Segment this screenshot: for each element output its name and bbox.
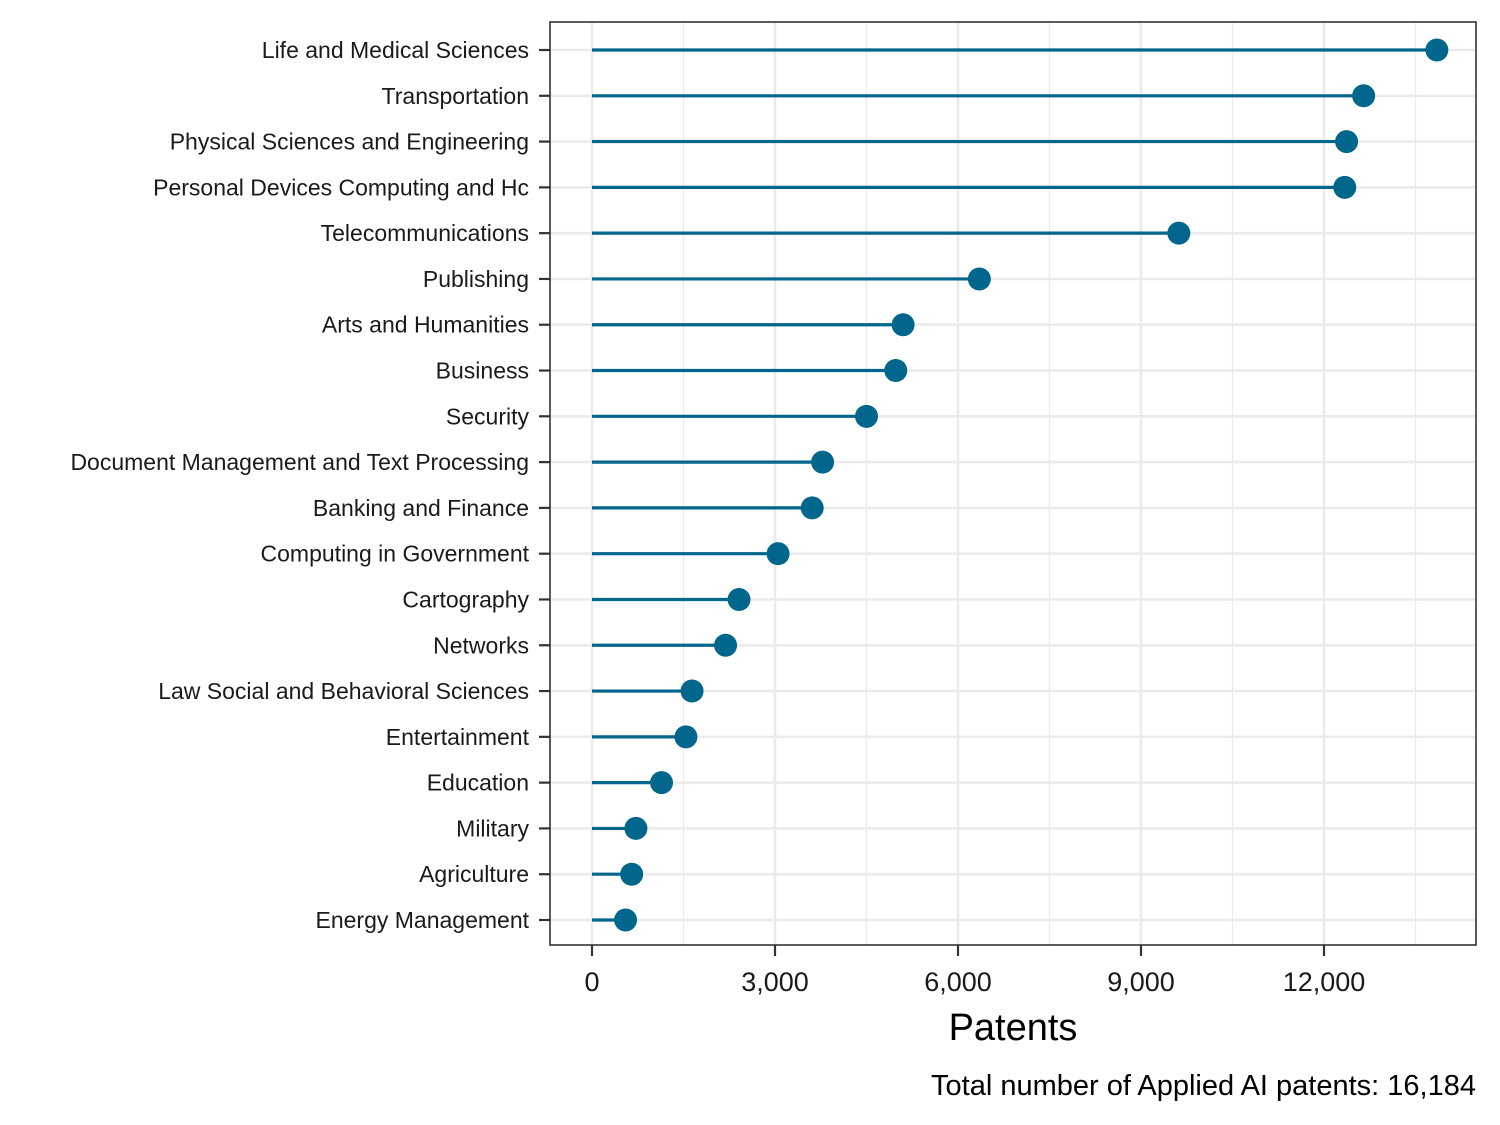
minor-gridlines <box>682 22 1417 945</box>
x-tick-label: 9,000 <box>1107 967 1175 997</box>
x-tick-label: 0 <box>584 967 599 997</box>
y-tick-label: Networks <box>433 632 529 658</box>
lollipop-stems <box>592 48 1437 922</box>
lollipop-dot <box>891 313 915 337</box>
y-tick-label: Education <box>427 770 529 796</box>
lollipop-dot <box>967 267 991 291</box>
y-tick-label: Military <box>456 815 529 841</box>
x-tick-label: 6,000 <box>924 967 992 997</box>
y-tick-label: Entertainment <box>386 724 530 750</box>
lollipop-dot <box>811 450 835 474</box>
lollipop-dots <box>614 38 1449 932</box>
y-tick-label: Document Management and Text Processing <box>70 449 529 475</box>
lollipop-dot <box>620 862 644 886</box>
y-tick-label: Agriculture <box>419 861 529 887</box>
lollipop-dot <box>855 404 878 428</box>
y-tick-label: Energy Management <box>315 907 529 933</box>
lollipop-dot <box>650 771 674 795</box>
lollipop-dot <box>1425 38 1449 62</box>
y-tick-label: Security <box>446 403 530 429</box>
lollipop-dot <box>1333 175 1357 199</box>
lollipop-dot <box>800 496 824 520</box>
x-axis: 0 3,000 6,000 9,000 12,000 <box>584 945 1365 997</box>
lollipop-dot <box>766 542 790 566</box>
x-tick-label: 12,000 <box>1283 967 1366 997</box>
lollipop-dot <box>1352 84 1376 108</box>
y-tick-label: Personal Devices Computing and Hc <box>153 174 529 200</box>
x-axis-title: Patents <box>949 1007 1078 1049</box>
plot-panel-border <box>549 21 1477 946</box>
lollipop-dot <box>884 359 908 383</box>
lollipop-dot <box>680 679 704 703</box>
y-tick-label: Computing in Government <box>261 541 530 567</box>
y-tick-label: Banking and Finance <box>313 495 529 521</box>
y-tick-label: Physical Sciences and Engineering <box>170 129 529 155</box>
y-tick-label: Business <box>436 358 529 384</box>
y-tick-label: Life and Medical Sciences <box>262 37 529 63</box>
lollipop-dot <box>674 725 698 749</box>
y-tick-label: Law Social and Behavioral Sciences <box>158 678 529 704</box>
lollipop-dot <box>624 816 648 840</box>
y-tick-label: Telecommunications <box>321 220 529 246</box>
y-tick-label: Cartography <box>402 586 529 612</box>
x-tick-label: 3,000 <box>741 967 809 997</box>
lollipop-dot <box>614 908 638 932</box>
y-tick-label: Transportation <box>382 83 529 109</box>
chart-caption: Total number of Applied AI patents: 16,1… <box>931 1070 1476 1102</box>
lollipop-dot <box>1167 221 1191 245</box>
y-axis: Life and Medical Sciences Transportation P… <box>70 37 550 933</box>
y-tick-label: Arts and Humanities <box>322 312 529 338</box>
y-tick-label: Publishing <box>423 266 529 292</box>
lollipop-dot <box>727 587 751 611</box>
lollipop-dot <box>714 633 738 657</box>
lollipop-dot <box>1335 130 1359 154</box>
